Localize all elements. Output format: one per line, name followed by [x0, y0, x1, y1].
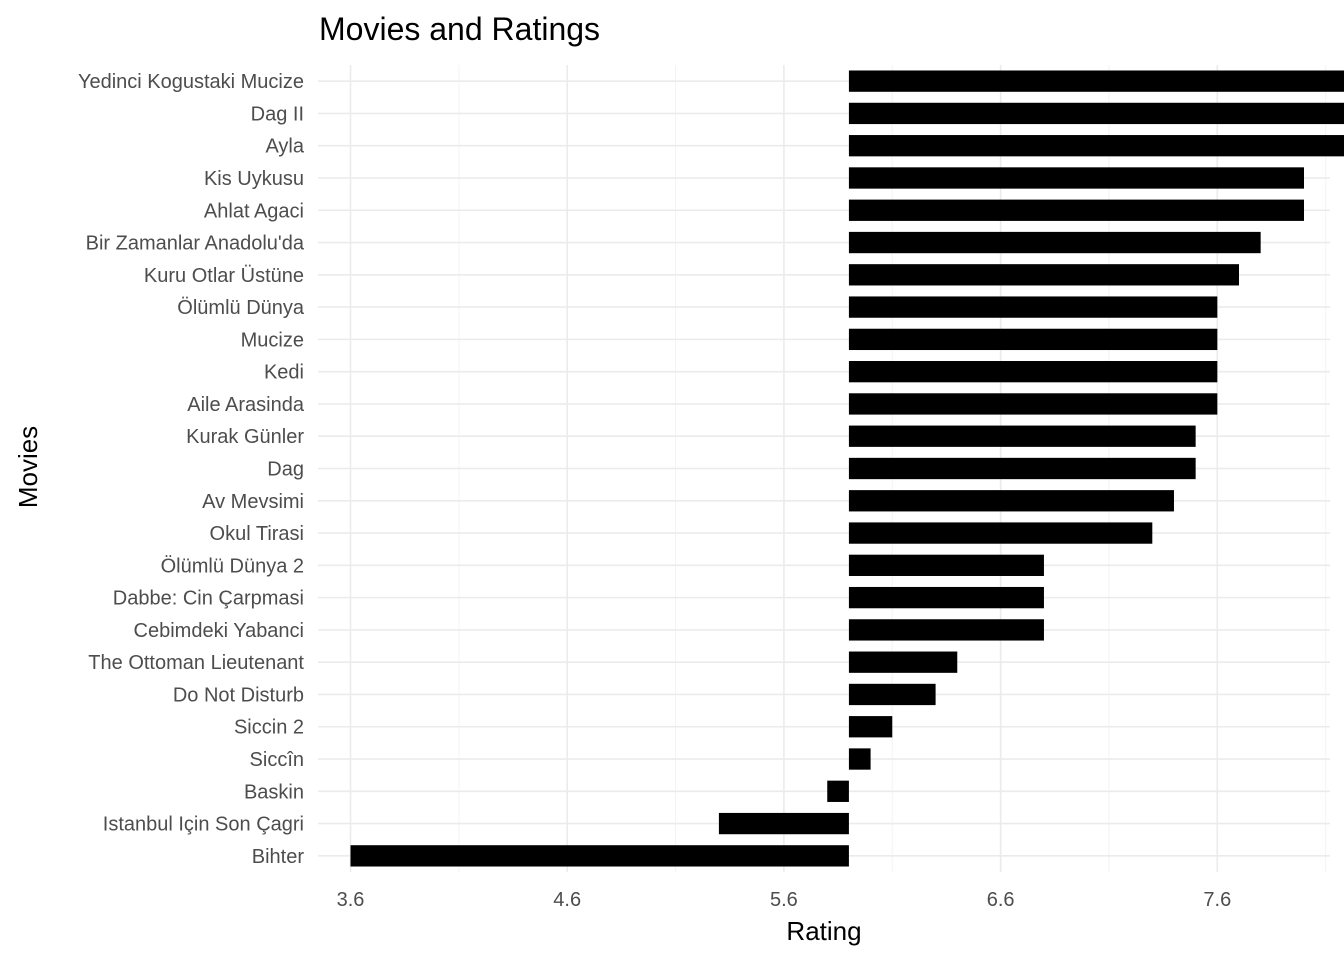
bar	[848, 135, 1344, 157]
x-tick-label: 5.6	[770, 889, 798, 911]
bar	[848, 328, 1218, 351]
x-tick-labels: 3.6 4.6 5.6 6.6 7.6	[337, 889, 1232, 911]
bar	[718, 812, 849, 835]
y-tick-label: Dag	[267, 459, 304, 481]
y-tick-label: Mucize	[241, 329, 304, 351]
y-tick-label: Aile Arasinda	[187, 394, 305, 416]
y-tick-label: Kis Uykusu	[204, 168, 304, 190]
bar	[848, 393, 1218, 415]
x-tick-label: 7.6	[1203, 889, 1231, 911]
chart-title: Movies and Ratings	[319, 11, 600, 47]
bar	[827, 780, 849, 802]
x-axis-title: Rating	[786, 916, 861, 946]
y-tick-label: Kurak Günler	[186, 426, 304, 448]
bar	[848, 231, 1261, 254]
bar	[848, 70, 1344, 92]
y-tick-label: Bir Zamanlar Anadolu'da	[86, 233, 305, 255]
y-tick-labels: Yedinci Kogustaki Mucize Dag II Ayla Kis Uy…	[78, 71, 305, 868]
y-tick-label: Dag II	[251, 103, 304, 125]
bar	[848, 102, 1344, 125]
y-tick-label: Siccin 2	[234, 717, 304, 739]
y-tick-label: Bihter	[252, 846, 305, 868]
y-tick-label: Baskin	[244, 781, 304, 803]
y-tick-label: Do Not Disturb	[173, 684, 304, 706]
bar	[848, 199, 1304, 221]
y-tick-label: Cebimdeki Yabanci	[134, 620, 304, 642]
y-tick-label: Av Mevsimi	[202, 491, 304, 513]
bars	[350, 70, 1344, 867]
y-tick-label: The Ottoman Lieutenant	[88, 652, 304, 674]
bar	[350, 845, 849, 867]
y-axis-title: Movies	[13, 426, 43, 508]
y-tick-label: Okul Tirasi	[210, 523, 304, 545]
y-tick-label: Kedi	[264, 362, 304, 384]
bar	[848, 457, 1196, 480]
bar	[848, 522, 1153, 544]
bar	[848, 264, 1239, 286]
y-tick-label: Ayla	[265, 136, 304, 158]
bar	[848, 683, 936, 706]
bar	[848, 490, 1174, 512]
y-tick-label: Istanbul Için Son Çagri	[103, 814, 304, 836]
y-tick-label: Ölümlü Dünya 2	[161, 555, 304, 577]
bar	[848, 716, 893, 738]
y-tick-label: Yedinci Kogustaki Mucize	[78, 71, 304, 93]
y-tick-label: Ölümlü Dünya	[177, 297, 305, 319]
bar	[848, 554, 1044, 576]
x-tick-label: 6.6	[987, 889, 1015, 911]
bar	[848, 619, 1044, 641]
bar	[848, 167, 1304, 189]
bar	[848, 296, 1218, 318]
y-tick-label: Kuru Otlar Üstüne	[144, 265, 304, 287]
bar	[848, 361, 1218, 383]
bar	[848, 651, 958, 673]
bar	[848, 586, 1044, 609]
bar	[848, 425, 1196, 447]
x-tick-label: 3.6	[337, 889, 365, 911]
x-tick-label: 4.6	[553, 889, 581, 911]
y-tick-label: Siccîn	[250, 749, 304, 771]
bar	[848, 748, 871, 770]
y-tick-label: Ahlat Agaci	[204, 200, 304, 222]
y-tick-label: Dabbe: Cin Çarpmasi	[113, 588, 304, 610]
